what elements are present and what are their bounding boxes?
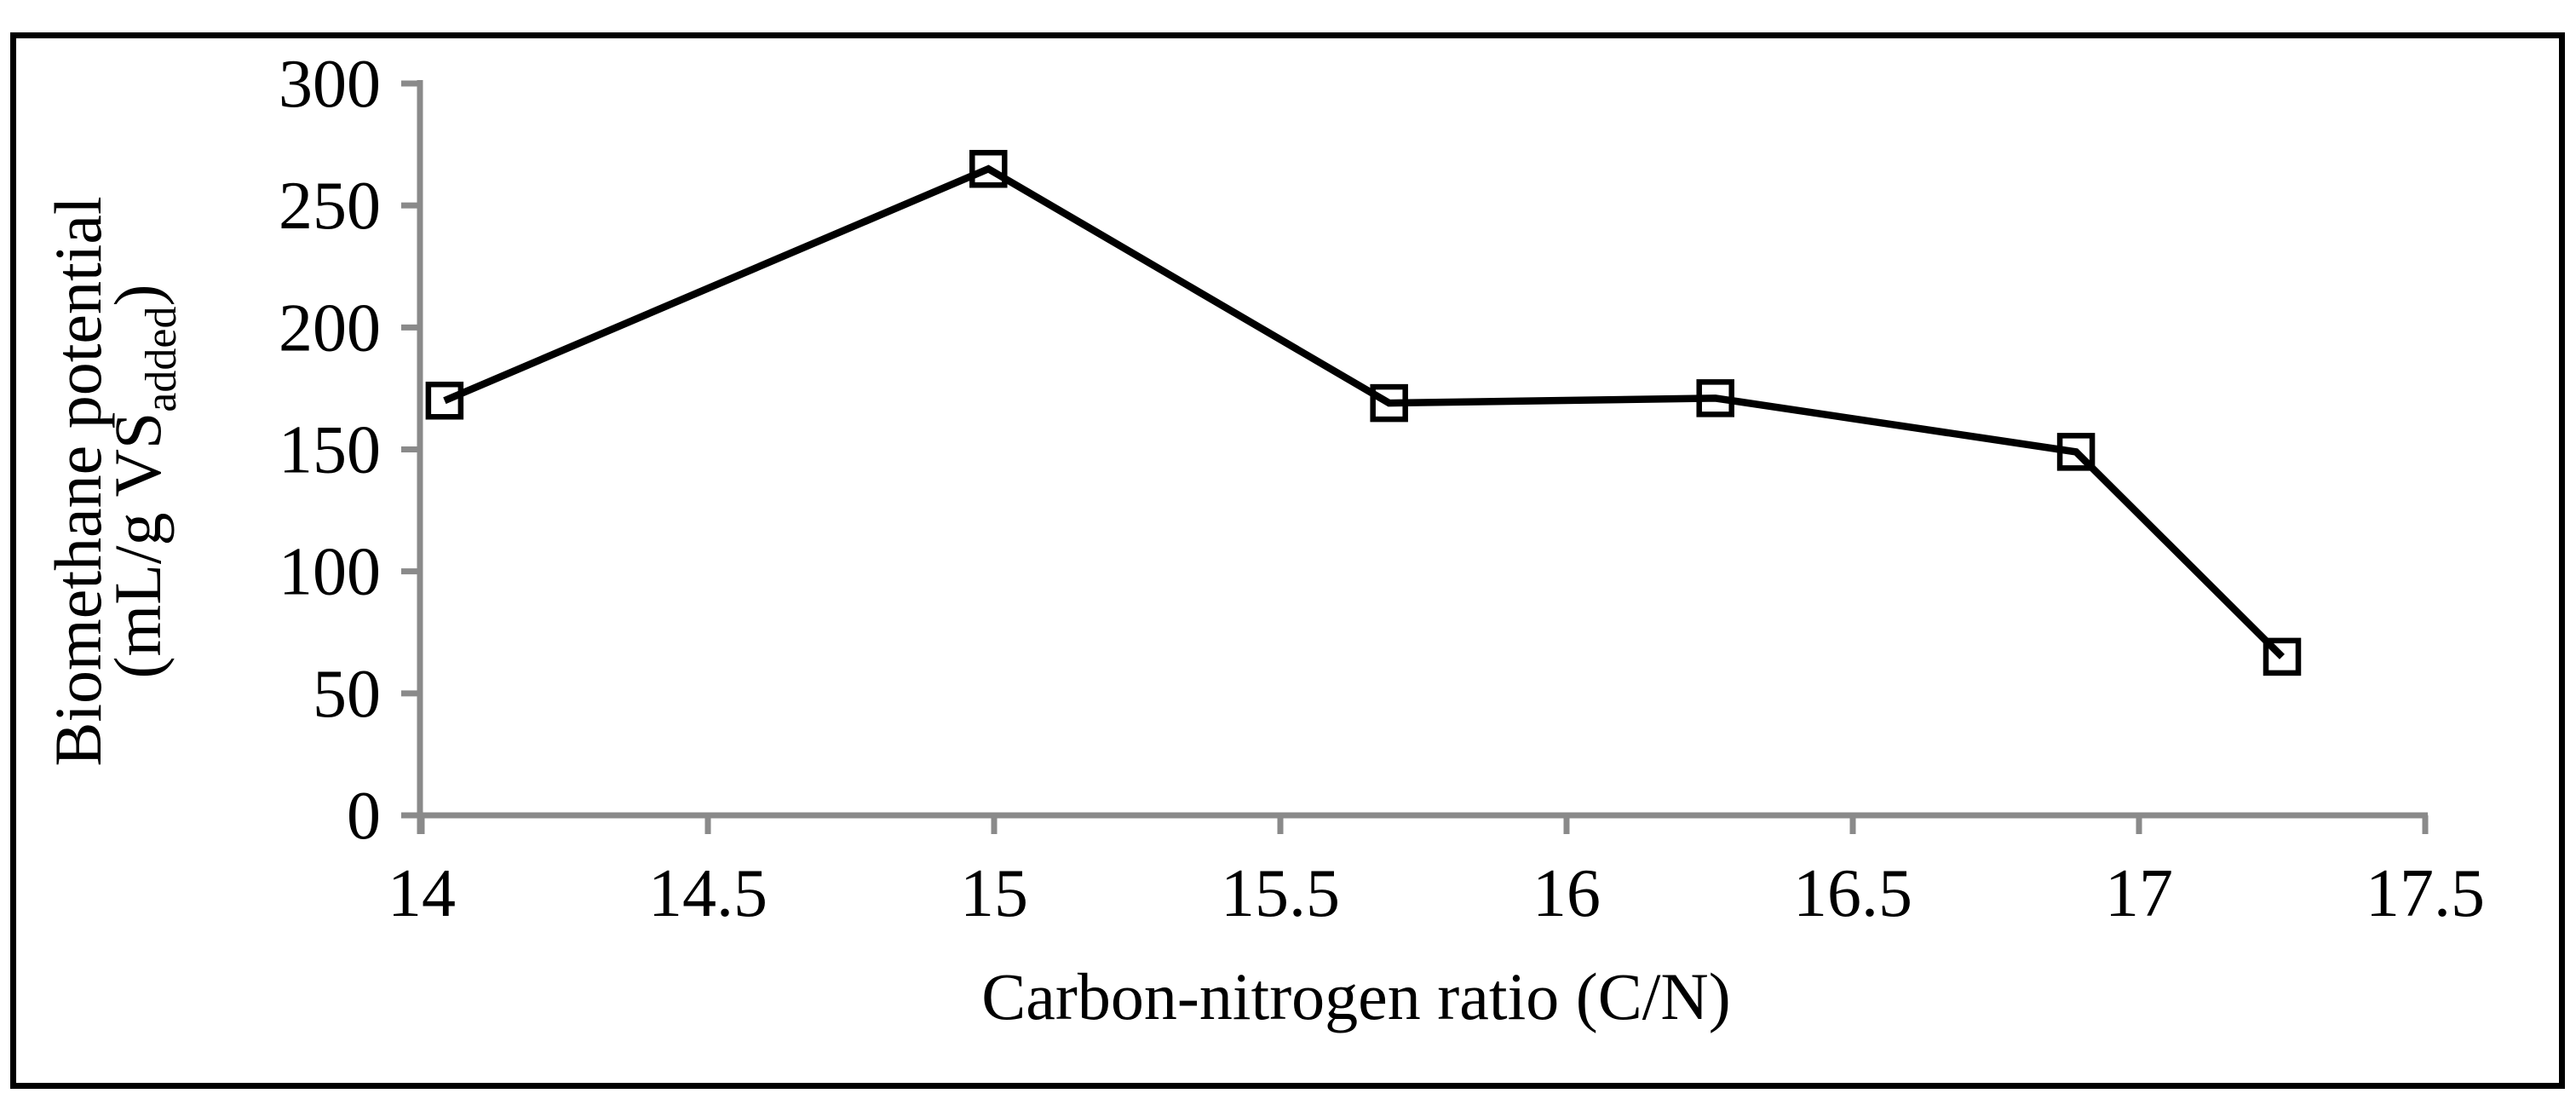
y-axis-title-subscript: added xyxy=(137,307,186,412)
data-point-marker xyxy=(1370,383,1408,423)
data-series-line xyxy=(443,164,2285,659)
y-tick-label: 150 xyxy=(279,413,381,488)
data-point-marker xyxy=(2056,433,2096,471)
x-tick-label: 16.5 xyxy=(1793,856,1912,931)
chart-frame xyxy=(10,32,2565,1089)
y-tick-label: 300 xyxy=(279,47,381,122)
y-axis-title-line1: Biomethane potential xyxy=(41,196,115,766)
y-tick-label: 200 xyxy=(279,291,381,365)
data-point-marker xyxy=(425,381,464,420)
x-tick-label: 16 xyxy=(1532,856,1601,931)
y-tick-label: 0 xyxy=(347,779,381,854)
x-tick-label: 17.5 xyxy=(2366,856,2485,931)
data-point-marker xyxy=(2263,637,2302,676)
y-tick-label: 250 xyxy=(279,169,381,244)
x-tick-label: 17 xyxy=(2105,856,2173,931)
data-point-marker xyxy=(1696,379,1734,417)
x-tick-label: 14 xyxy=(388,856,456,931)
y-tick-label: 100 xyxy=(279,535,381,610)
x-tick-label: 15.5 xyxy=(1221,856,1340,931)
data-point-marker xyxy=(969,149,1008,188)
x-tick-label: 14.5 xyxy=(648,856,768,931)
y-tick-label: 50 xyxy=(313,657,381,732)
x-tick-label: 15 xyxy=(960,856,1028,931)
x-axis-title: Carbon-nitrogen ratio (C/N) xyxy=(981,959,1730,1033)
y-axis-title-line2: (mL/g VSadded) xyxy=(101,285,186,679)
